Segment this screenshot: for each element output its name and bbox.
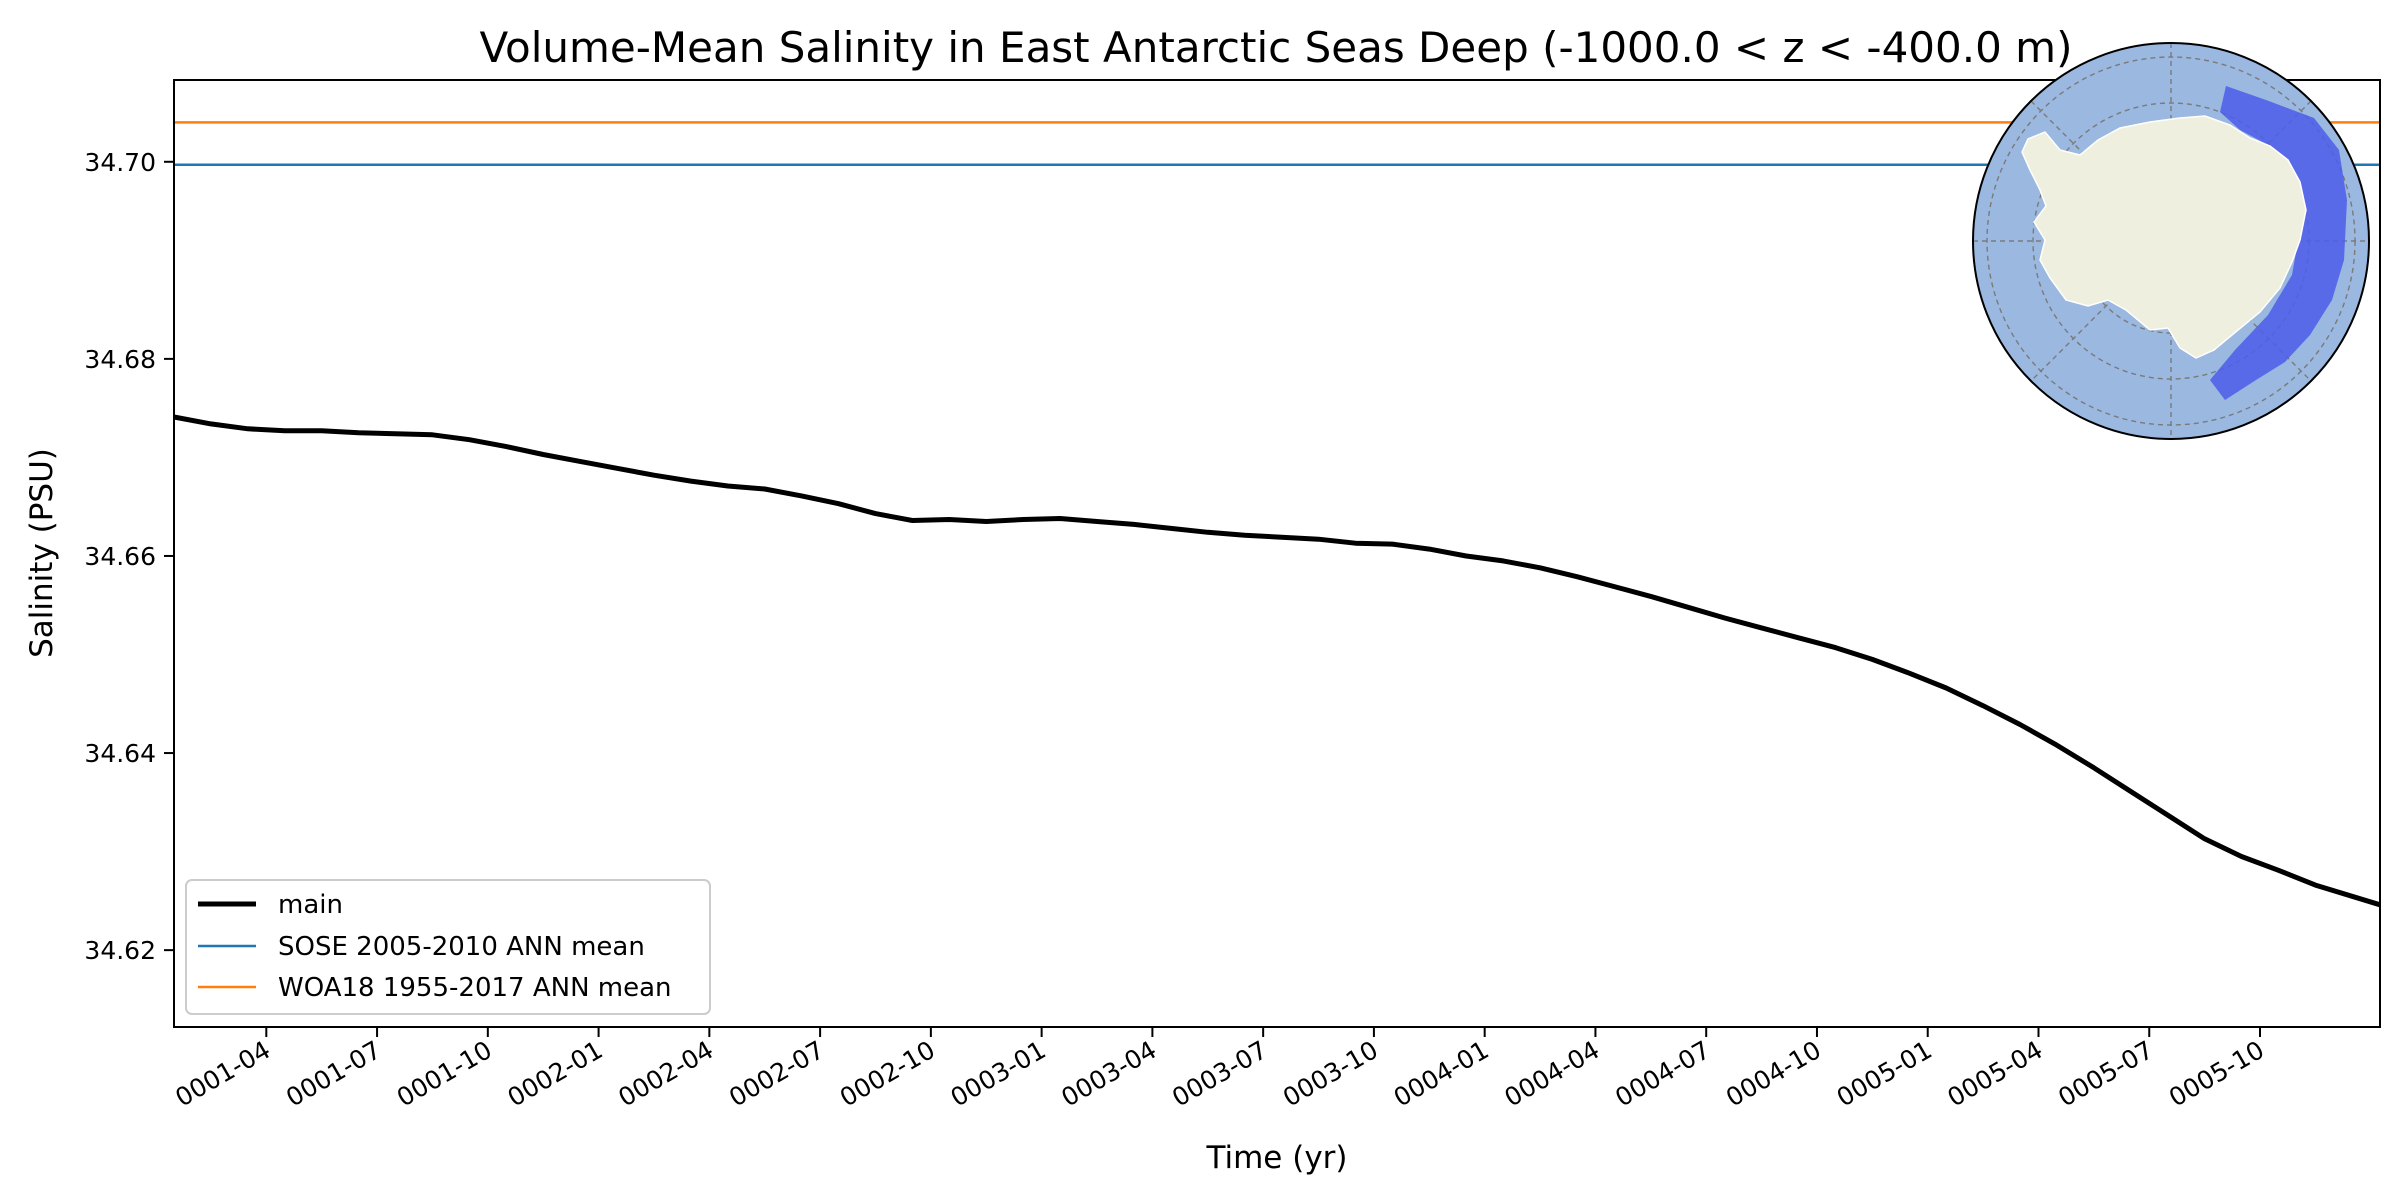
x-axis-label: Time (yr) (1206, 1140, 1348, 1176)
chart-title: Volume-Mean Salinity in East Antarctic S… (480, 23, 2073, 72)
y-tick-label: 34.64 (84, 739, 156, 768)
legend-box (185, 879, 711, 1015)
antarctica-polar-map-icon (1972, 42, 2370, 440)
y-tick-label: 34.66 (84, 542, 156, 571)
legend-label-main: main (278, 890, 343, 920)
map-region-highlight (2210, 86, 2347, 400)
legend-label-woa18: WOA18 1955-2017 ANN mean (278, 973, 672, 1003)
y-tick-label: 34.62 (84, 936, 156, 965)
y-axis-ticks: 34.62 34.64 34.66 34.68 34.70 (84, 148, 174, 965)
map-antarctica-land (2021, 115, 2307, 359)
legend: main SOSE 2005-2010 ANN mean WOA18 1955-… (185, 879, 711, 1015)
y-tick-label: 34.68 (84, 345, 156, 374)
legend-label-sose: SOSE 2005-2010 ANN mean (278, 932, 645, 962)
y-tick-label: 34.70 (84, 148, 156, 177)
map-border (1972, 42, 2370, 440)
y-axis-label: Salinity (PSU) (24, 448, 60, 658)
plot-frame (173, 79, 2381, 1028)
series-line-main (173, 414, 2381, 908)
